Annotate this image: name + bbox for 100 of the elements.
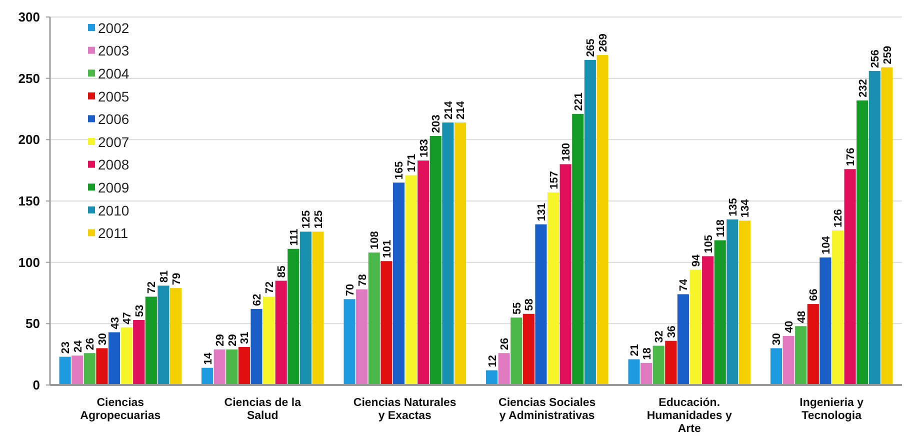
data-label: 265 — [585, 38, 598, 57]
data-label: 78 — [356, 274, 369, 286]
y-tick-label: 150 — [18, 194, 40, 209]
bar — [275, 280, 287, 385]
data-label: 55 — [511, 302, 524, 315]
data-label: 94 — [690, 254, 703, 267]
legend-label: 2011 — [98, 225, 128, 242]
bar — [442, 122, 454, 385]
data-label: 269 — [597, 34, 610, 52]
bar — [856, 100, 868, 385]
data-label: 214 — [442, 100, 455, 120]
data-label: 214 — [455, 100, 468, 120]
data-label: 21 — [629, 344, 641, 356]
legend-label: 2010 — [98, 202, 130, 218]
data-label: 131 — [536, 202, 548, 222]
bar — [832, 230, 844, 385]
data-label: 30 — [96, 332, 109, 346]
data-label: 135 — [727, 198, 740, 216]
bar — [263, 296, 275, 385]
bar — [214, 349, 226, 385]
bar — [226, 349, 238, 385]
data-label: 36 — [666, 326, 678, 338]
bar — [820, 257, 832, 385]
data-label: 66 — [808, 288, 820, 302]
bar — [770, 348, 782, 385]
bar — [522, 314, 534, 385]
data-label: 171 — [406, 154, 418, 172]
bar — [430, 136, 442, 385]
bar — [498, 353, 510, 385]
bar — [677, 294, 689, 385]
bar — [454, 122, 466, 385]
data-label: 180 — [560, 142, 573, 162]
bar — [108, 332, 120, 385]
data-label: 74 — [678, 278, 690, 292]
bar — [344, 299, 356, 385]
x-tick-label: Ciencias Sociales y Administrativas — [498, 397, 596, 422]
data-label: 165 — [394, 161, 406, 180]
data-label: 29 — [214, 334, 227, 346]
data-label: 118 — [715, 220, 728, 238]
bar — [158, 286, 170, 385]
bar — [405, 175, 417, 385]
bar — [238, 346, 250, 385]
data-label: 134 — [740, 198, 752, 218]
bar — [881, 67, 893, 385]
bar — [547, 192, 560, 385]
bar — [356, 289, 368, 385]
legend-label: 2006 — [98, 111, 130, 128]
legend-label: 2009 — [98, 180, 130, 196]
data-label: 53 — [134, 304, 146, 317]
bar — [72, 356, 84, 385]
data-label: 81 — [158, 270, 170, 283]
bar — [84, 353, 96, 385]
bar — [380, 261, 392, 385]
bar — [584, 60, 596, 385]
data-label: 183 — [418, 139, 430, 158]
bar — [640, 362, 652, 385]
data-label: 29 — [226, 334, 239, 346]
legend-label: 2008 — [98, 156, 130, 173]
y-tick-label: 250 — [18, 70, 40, 86]
data-label: 32 — [654, 330, 666, 343]
x-tick-label: Ciencias Naturales y Exactas — [353, 397, 456, 422]
bar — [510, 318, 522, 385]
legend-label: 2003 — [98, 42, 130, 59]
bar — [690, 270, 702, 385]
bar — [652, 346, 664, 385]
legend-label: 2007 — [98, 134, 130, 150]
y-tick-label: 50 — [26, 316, 40, 332]
x-tick-label: Ciencias de la Salud — [224, 397, 302, 422]
bar — [702, 256, 714, 385]
data-label: 31 — [239, 332, 252, 344]
bar — [133, 320, 145, 385]
data-label: 58 — [524, 298, 536, 311]
data-label: 125 — [300, 210, 313, 229]
data-label: 24 — [72, 339, 84, 353]
data-label: 40 — [784, 320, 796, 333]
bar — [120, 327, 132, 385]
data-label: 105 — [702, 234, 715, 254]
bar — [96, 348, 108, 385]
bar — [572, 114, 584, 385]
y-tick-label: 200 — [18, 132, 40, 148]
data-label: 125 — [313, 210, 325, 229]
data-label: 48 — [796, 310, 808, 324]
bar — [807, 304, 819, 385]
data-label: 203 — [430, 114, 443, 133]
data-label: 72 — [264, 281, 276, 294]
data-label: 232 — [857, 79, 870, 98]
data-label: 104 — [820, 235, 832, 254]
bar — [560, 164, 572, 385]
data-label: 79 — [170, 272, 183, 286]
data-label: 72 — [146, 281, 158, 294]
y-tick-label: 100 — [18, 254, 40, 270]
data-label: 26 — [499, 338, 512, 350]
data-label: 18 — [641, 348, 654, 360]
data-label: 108 — [369, 231, 382, 250]
data-label: 176 — [845, 148, 858, 166]
data-label: 62 — [251, 294, 264, 306]
bar — [535, 224, 547, 385]
data-label: 12 — [486, 355, 499, 368]
bar — [170, 288, 182, 385]
bar — [300, 232, 312, 385]
